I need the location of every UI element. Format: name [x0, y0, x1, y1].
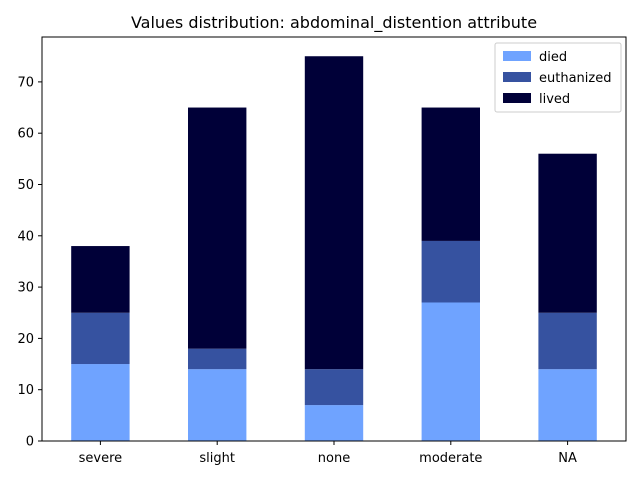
- x-tick-label: slight: [199, 451, 235, 466]
- y-tick-label: 30: [17, 281, 34, 296]
- legend-label-lived: lived: [539, 92, 570, 107]
- legend-swatch-died: [503, 51, 531, 61]
- bars-group: [71, 56, 597, 441]
- y-axis: 0 10 20 30 40 50 60 70: [17, 75, 42, 450]
- y-tick-label: 40: [17, 229, 34, 244]
- bar-lived-moderate: [421, 107, 480, 241]
- bar-euthanized-severe: [71, 312, 130, 365]
- y-tick-label: 20: [17, 332, 34, 347]
- x-axis: severe slight none moderate NA: [79, 441, 577, 466]
- bar-died-severe: [71, 364, 130, 441]
- y-tick-label: 70: [17, 75, 34, 90]
- bar-lived-slight: [188, 107, 247, 349]
- legend: died euthanized lived: [494, 42, 622, 113]
- y-tick-label: 10: [17, 383, 34, 398]
- y-tick-label: 0: [26, 435, 34, 450]
- legend-swatch-euthanized: [503, 72, 531, 82]
- x-tick-label: NA: [558, 451, 577, 466]
- bar-euthanized-NA: [538, 312, 597, 370]
- bar-lived-severe: [71, 246, 130, 313]
- y-tick-label: 50: [17, 178, 34, 193]
- legend-label-died: died: [539, 50, 567, 65]
- bar-euthanized-none: [304, 369, 364, 406]
- legend-swatch-lived: [503, 93, 531, 103]
- x-tick-label: moderate: [419, 451, 482, 466]
- bar-died-moderate: [421, 302, 480, 441]
- legend-label-euthanized: euthanized: [539, 71, 611, 86]
- bar-lived-NA: [538, 153, 597, 313]
- bar-died-NA: [538, 369, 597, 441]
- bar-euthanized-slight: [188, 348, 247, 370]
- bar-died-none: [304, 405, 364, 441]
- bar-lived-none: [304, 56, 364, 370]
- x-tick-label: severe: [79, 451, 123, 466]
- chart-title: Values distribution: abdominal_distentio…: [131, 13, 537, 33]
- plot-frame: [41, 36, 627, 442]
- bar-died-slight: [188, 369, 247, 441]
- bar-euthanized-moderate: [421, 240, 480, 303]
- x-tick-label: none: [318, 451, 350, 466]
- y-tick-label: 60: [17, 127, 34, 142]
